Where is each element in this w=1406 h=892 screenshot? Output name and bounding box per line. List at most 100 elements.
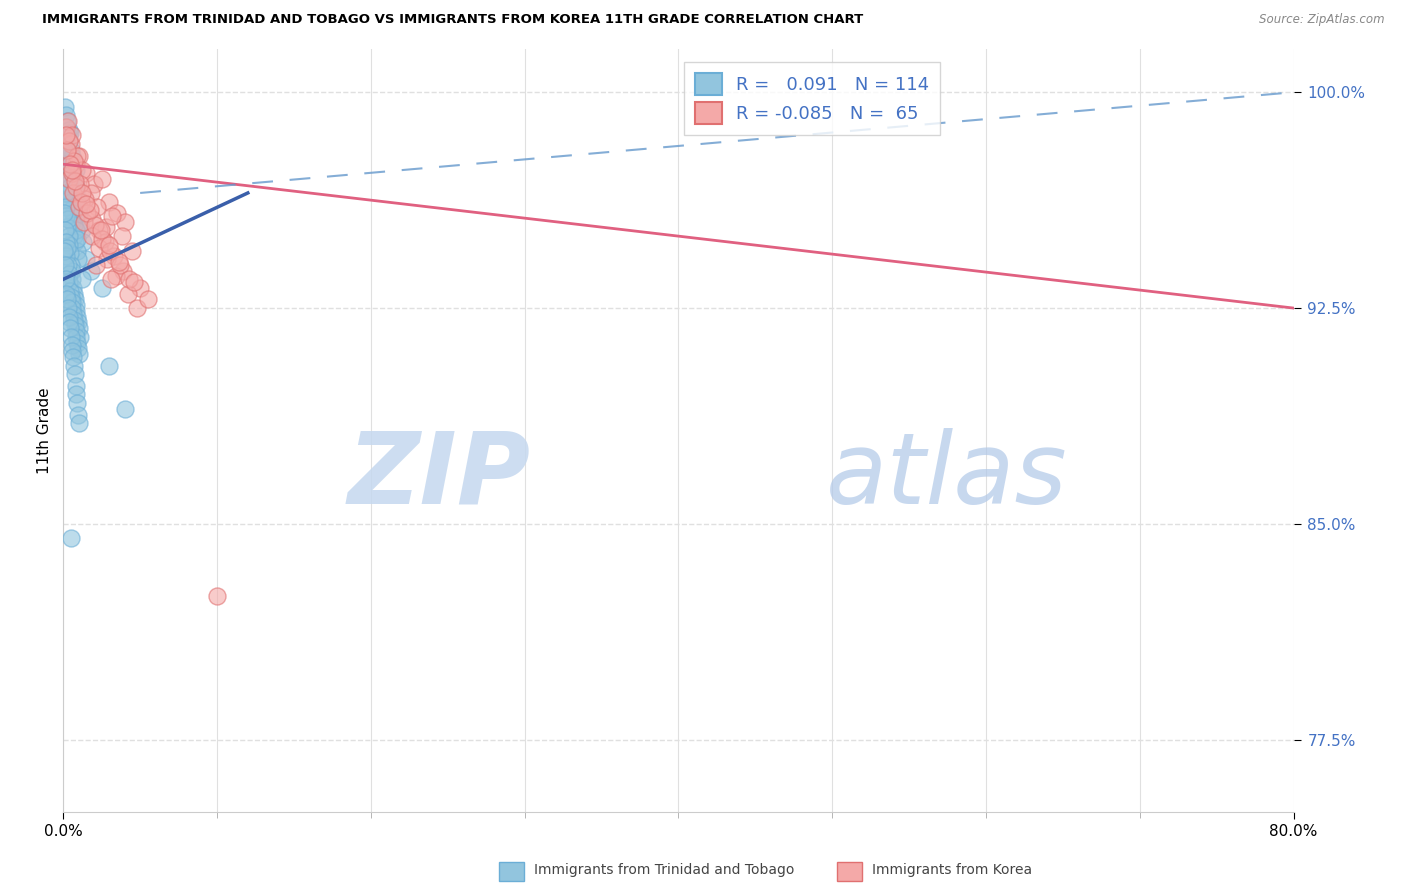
Point bbox=[82, 211, 104, 226]
Point bbox=[55, 209, 77, 223]
Point bbox=[67, 321, 90, 335]
Point bbox=[63, 171, 86, 186]
Text: atlas: atlas bbox=[827, 427, 1067, 524]
Point bbox=[55, 120, 77, 134]
Point bbox=[65, 157, 87, 171]
Point bbox=[56, 241, 79, 255]
Point bbox=[58, 192, 80, 206]
Point bbox=[63, 318, 86, 333]
Point bbox=[136, 293, 159, 307]
Point bbox=[62, 163, 84, 178]
Point bbox=[67, 200, 90, 214]
Point bbox=[56, 211, 79, 226]
Point bbox=[59, 531, 82, 545]
Point bbox=[114, 215, 136, 229]
Point bbox=[66, 335, 89, 350]
Point bbox=[98, 359, 121, 373]
Point bbox=[66, 342, 89, 356]
Point bbox=[62, 128, 84, 143]
Point bbox=[56, 301, 79, 315]
Point bbox=[83, 218, 105, 232]
Point bbox=[65, 180, 87, 194]
Point bbox=[62, 229, 84, 244]
Point bbox=[75, 166, 97, 180]
Point bbox=[108, 258, 131, 272]
Point bbox=[90, 281, 112, 295]
Point bbox=[72, 235, 94, 249]
Point bbox=[75, 252, 97, 267]
Point bbox=[58, 122, 80, 136]
Y-axis label: 11th Grade: 11th Grade bbox=[37, 387, 52, 474]
Point bbox=[107, 255, 129, 269]
Point bbox=[69, 215, 91, 229]
Point bbox=[127, 301, 148, 315]
Point bbox=[66, 310, 89, 324]
Point bbox=[58, 237, 80, 252]
Point bbox=[65, 304, 87, 318]
Point bbox=[56, 258, 79, 272]
Point bbox=[63, 174, 86, 188]
Point bbox=[56, 128, 79, 143]
Point bbox=[58, 171, 80, 186]
Point bbox=[76, 206, 98, 220]
Point bbox=[67, 148, 90, 162]
Point bbox=[56, 178, 79, 192]
Point bbox=[67, 206, 90, 220]
Point bbox=[70, 223, 93, 237]
Point bbox=[55, 249, 77, 263]
Point bbox=[80, 229, 103, 244]
Point bbox=[60, 148, 83, 162]
Point bbox=[65, 330, 87, 344]
Point bbox=[66, 244, 89, 258]
Point bbox=[70, 163, 93, 178]
Point bbox=[59, 330, 82, 344]
Point bbox=[65, 298, 87, 312]
Point bbox=[59, 126, 82, 140]
Point bbox=[59, 258, 82, 272]
Point bbox=[53, 223, 76, 237]
Point bbox=[59, 203, 82, 218]
Point bbox=[55, 272, 77, 286]
Point bbox=[58, 229, 80, 244]
Point bbox=[56, 293, 79, 307]
Point bbox=[62, 301, 84, 315]
Text: Immigrants from Korea: Immigrants from Korea bbox=[872, 863, 1032, 877]
Point bbox=[111, 229, 134, 244]
Point bbox=[63, 178, 86, 192]
Point bbox=[114, 401, 136, 416]
Point bbox=[90, 171, 112, 186]
Point bbox=[59, 136, 82, 151]
Point bbox=[205, 589, 228, 603]
Point bbox=[65, 235, 87, 249]
Point bbox=[59, 321, 82, 335]
Point bbox=[103, 249, 125, 263]
Point bbox=[60, 338, 83, 352]
Point bbox=[65, 223, 87, 237]
Point bbox=[86, 200, 108, 214]
Point bbox=[58, 310, 80, 324]
Point bbox=[55, 235, 77, 249]
Point bbox=[55, 108, 77, 122]
Point bbox=[65, 186, 87, 200]
Point bbox=[65, 378, 87, 392]
Point bbox=[60, 295, 83, 310]
Point bbox=[89, 241, 111, 255]
Point bbox=[55, 120, 77, 134]
Point bbox=[63, 286, 86, 301]
Point bbox=[63, 359, 86, 373]
Point bbox=[53, 143, 76, 157]
Text: IMMIGRANTS FROM TRINIDAD AND TOBAGO VS IMMIGRANTS FROM KOREA 11TH GRADE CORRELAT: IMMIGRANTS FROM TRINIDAD AND TOBAGO VS I… bbox=[42, 13, 863, 27]
Point bbox=[98, 194, 121, 209]
Point bbox=[101, 209, 124, 223]
Point bbox=[118, 272, 141, 286]
Point bbox=[73, 192, 96, 206]
Point bbox=[59, 143, 82, 157]
Point bbox=[97, 237, 120, 252]
Point bbox=[55, 128, 77, 143]
Point bbox=[53, 157, 76, 171]
Point bbox=[59, 246, 82, 260]
Point bbox=[60, 263, 83, 277]
Point bbox=[112, 263, 135, 277]
Point bbox=[63, 368, 86, 382]
Point bbox=[100, 272, 122, 286]
